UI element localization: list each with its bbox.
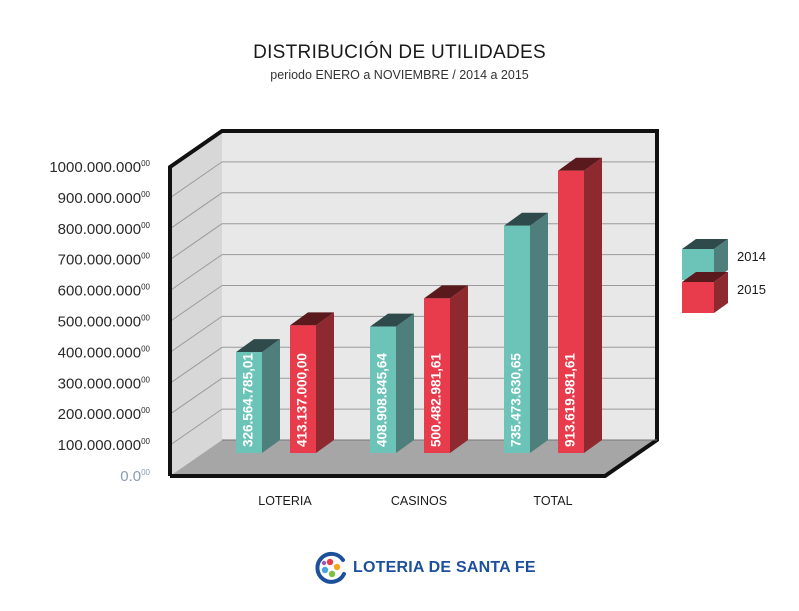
y-tick-label: 100.000.00000 [58, 437, 151, 454]
lottery-logo: LOTERIA DE SANTA FE [313, 548, 536, 588]
legend-swatch-2015 [682, 282, 714, 313]
legend-label: 2015 [737, 282, 766, 297]
chart-subtitle: periodo ENERO a NOVIEMBRE / 2014 a 2015 [270, 68, 529, 82]
y-tick-label: 900.000.00000 [58, 190, 151, 207]
bar-top [504, 212, 548, 226]
x-tick-label: CASINOS [391, 494, 447, 508]
y-tick-label: 300.000.00000 [58, 375, 151, 392]
lottery-logo-icon [315, 551, 346, 584]
y-tick-label: 200.000.00000 [58, 406, 151, 423]
y-tick-label: 700.000.00000 [58, 252, 151, 269]
legend-swatch-side [714, 239, 728, 280]
legend-swatch-top [682, 272, 728, 282]
x-tick-label: LOTERIA [258, 494, 312, 508]
chart-frame [168, 129, 659, 478]
gridline-side [169, 254, 223, 292]
bar-value-label: 500.482.981,61 [429, 353, 444, 447]
bar-2014-casinos [370, 326, 396, 453]
bar-value-label: 408.908.845,64 [375, 353, 390, 447]
chart-title: DISTRIBUCIÓN DE UTILIDADES [253, 42, 546, 63]
gridline-side [169, 408, 223, 446]
gridline-side [169, 315, 223, 353]
bar-top [370, 313, 414, 327]
bar-value-label: 735.473.630,65 [509, 353, 524, 447]
y-tick-label: 800.000.00000 [58, 221, 151, 238]
gridline-side [169, 192, 223, 230]
bar-2015-loteria [290, 325, 316, 453]
bar-2014-loteria [236, 352, 262, 453]
bar-value-label: 326.564.785,01 [241, 353, 256, 447]
y-tick-label: 400.000.00000 [58, 344, 151, 361]
gridline-side [169, 223, 223, 261]
bar-side [396, 313, 414, 453]
x-tick-label: TOTAL [533, 494, 572, 508]
legend-swatch-side [714, 272, 728, 313]
legend-label: 2014 [737, 249, 766, 264]
bar-value-label: 913.619.981,61 [563, 353, 578, 447]
y-tick-label: 600.000.00000 [58, 283, 151, 300]
bar-top [558, 157, 602, 171]
gridline-side [169, 346, 223, 384]
bar-2015-casinos [424, 298, 450, 453]
bar-side [584, 157, 602, 454]
legend-swatch-top [682, 239, 728, 249]
bar-2015-total [558, 170, 584, 454]
gridline-side [169, 285, 223, 322]
bar-top [290, 312, 334, 326]
bar-value-label: 413.137.000,00 [295, 353, 310, 447]
bar-top [236, 339, 280, 353]
bar-side [530, 212, 548, 453]
gridline-side [169, 377, 223, 415]
bar-side [262, 339, 280, 453]
bar-2014-total [504, 225, 530, 453]
bar-top [424, 285, 468, 299]
bar-side [316, 312, 334, 453]
lottery-logo-text: LOTERIA DE SANTA FE [353, 559, 536, 576]
y-tick-label: 1000.000.00000 [49, 159, 150, 176]
bar-side [450, 285, 468, 453]
y-tick-label: 0.000 [120, 468, 150, 485]
gridline-side [169, 161, 223, 199]
y-tick-label: 500.000.00000 [58, 314, 151, 331]
